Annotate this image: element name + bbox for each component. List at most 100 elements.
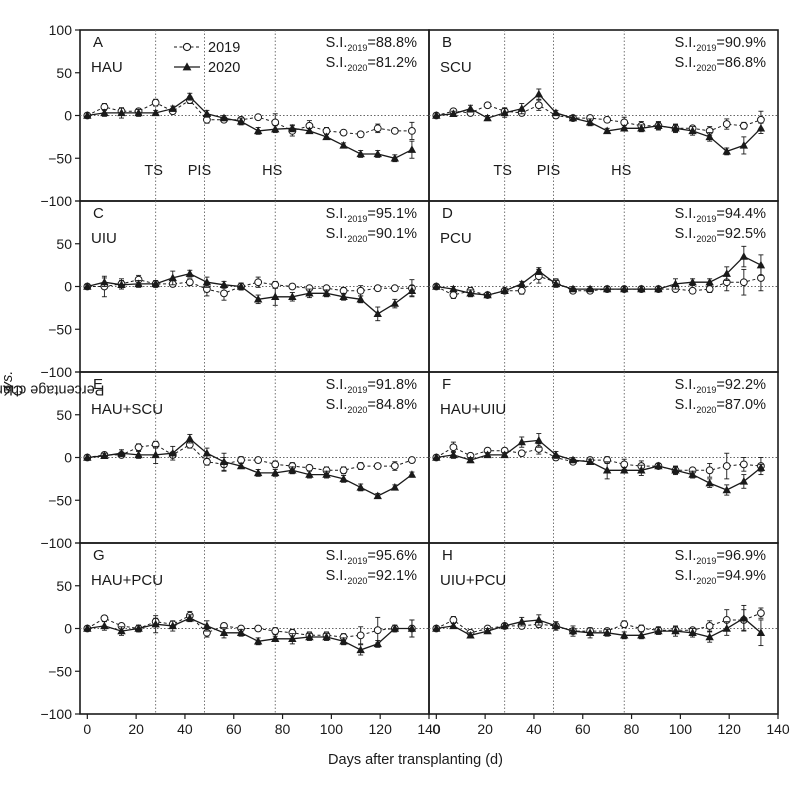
point-2020 — [739, 141, 749, 149]
point-2019 — [722, 462, 731, 470]
point-2020 — [620, 465, 629, 474]
point-2020 — [585, 457, 595, 465]
si-year: 2019 — [347, 43, 367, 53]
point-2020 — [83, 111, 92, 119]
series-2020 — [83, 92, 417, 163]
series-2019 — [432, 264, 765, 299]
series-2020 — [432, 604, 766, 647]
point-2020 — [466, 630, 475, 639]
point-2020 — [466, 455, 475, 464]
x-tick-label: 140 — [417, 721, 441, 737]
point-2019 — [305, 463, 314, 472]
point-2020 — [500, 450, 509, 459]
si-value: =81.2% — [367, 55, 417, 71]
point-2020 — [185, 92, 195, 100]
point-2020 — [449, 284, 458, 293]
legend-label-2019: 2019 — [208, 40, 240, 56]
y-tick-label: 50 — [56, 65, 72, 81]
panel-letter: E — [93, 376, 103, 393]
si-2020: S.I.2020=90.1% — [326, 226, 417, 244]
point-2020 — [551, 279, 561, 288]
point-2019 — [449, 443, 458, 452]
point-2019 — [517, 449, 526, 458]
si-prefix: S.I. — [675, 206, 697, 222]
si-year: 2020 — [696, 576, 716, 586]
point-2020 — [620, 284, 629, 293]
si-prefix: S.I. — [675, 397, 697, 413]
si-prefix: S.I. — [326, 226, 348, 242]
y-tick-label: −50 — [48, 492, 72, 508]
si-prefix: S.I. — [675, 35, 697, 51]
point-2020 — [407, 624, 417, 632]
point-2019 — [408, 456, 416, 464]
point-2020 — [637, 465, 646, 474]
point-2019 — [620, 620, 629, 629]
point-2020 — [432, 624, 441, 632]
point-2020 — [83, 624, 92, 632]
si-value: =84.8% — [367, 397, 417, 413]
si-prefix: S.I. — [326, 397, 348, 413]
point-2020 — [305, 470, 314, 478]
point-2020 — [253, 126, 263, 135]
point-2019 — [483, 101, 492, 110]
point-2020 — [373, 639, 382, 648]
series-2020 — [83, 613, 417, 656]
y-tick-label: 100 — [49, 22, 73, 38]
point-2020 — [202, 448, 212, 457]
point-2020 — [305, 632, 314, 641]
point-2019 — [339, 466, 348, 475]
x-tick-label: 0 — [432, 721, 440, 737]
x-tick-label: 60 — [575, 721, 591, 737]
point-2020 — [134, 279, 143, 288]
si-value: =90.9% — [716, 35, 766, 51]
si-2020: S.I.2020=92.1% — [326, 568, 417, 586]
si-year: 2019 — [347, 214, 367, 224]
y-tick-label: 0 — [64, 450, 72, 466]
si-2019: S.I.2019=96.9% — [675, 548, 766, 566]
point-2020 — [449, 109, 458, 117]
point-2020 — [407, 286, 417, 294]
stage-label-ts: TS — [493, 163, 512, 179]
y-tick-label: 50 — [56, 578, 72, 594]
point-2020 — [168, 104, 177, 112]
point-2019 — [271, 627, 280, 635]
point-2020 — [722, 269, 731, 277]
point-2019 — [373, 462, 382, 470]
panel-letter: H — [442, 547, 453, 564]
point-2020 — [483, 113, 492, 122]
point-2020 — [602, 284, 612, 293]
panel-letter: A — [93, 34, 103, 51]
point-2020 — [373, 491, 382, 500]
y-tick-label: −50 — [48, 150, 72, 166]
point-2019 — [271, 280, 280, 289]
y-tick-label: −50 — [48, 321, 72, 337]
point-2019 — [705, 466, 714, 475]
si-value: =92.5% — [716, 226, 766, 242]
point-2020 — [722, 147, 731, 155]
si-year: 2019 — [347, 556, 367, 566]
y-axis-label-post: CK (%) — [0, 381, 24, 398]
si-value: =90.1% — [367, 226, 417, 242]
point-2020 — [236, 461, 246, 470]
point-2019 — [449, 291, 458, 299]
point-2019 — [203, 457, 211, 466]
si-prefix: S.I. — [675, 548, 697, 564]
point-2019 — [254, 278, 263, 287]
point-2020 — [671, 279, 680, 288]
point-2020 — [185, 434, 195, 442]
treatment-label: HAU+SCU — [91, 401, 163, 418]
si-2019: S.I.2019=91.8% — [326, 377, 417, 395]
point-2020 — [117, 448, 126, 457]
point-2020 — [483, 450, 492, 459]
point-2020 — [585, 284, 595, 293]
x-tick-label: 120 — [718, 721, 742, 737]
point-2020 — [271, 634, 280, 642]
point-2020 — [534, 89, 544, 98]
point-2020 — [236, 282, 246, 290]
point-2020 — [253, 468, 263, 477]
point-2020 — [620, 123, 629, 132]
point-2020 — [390, 624, 400, 632]
